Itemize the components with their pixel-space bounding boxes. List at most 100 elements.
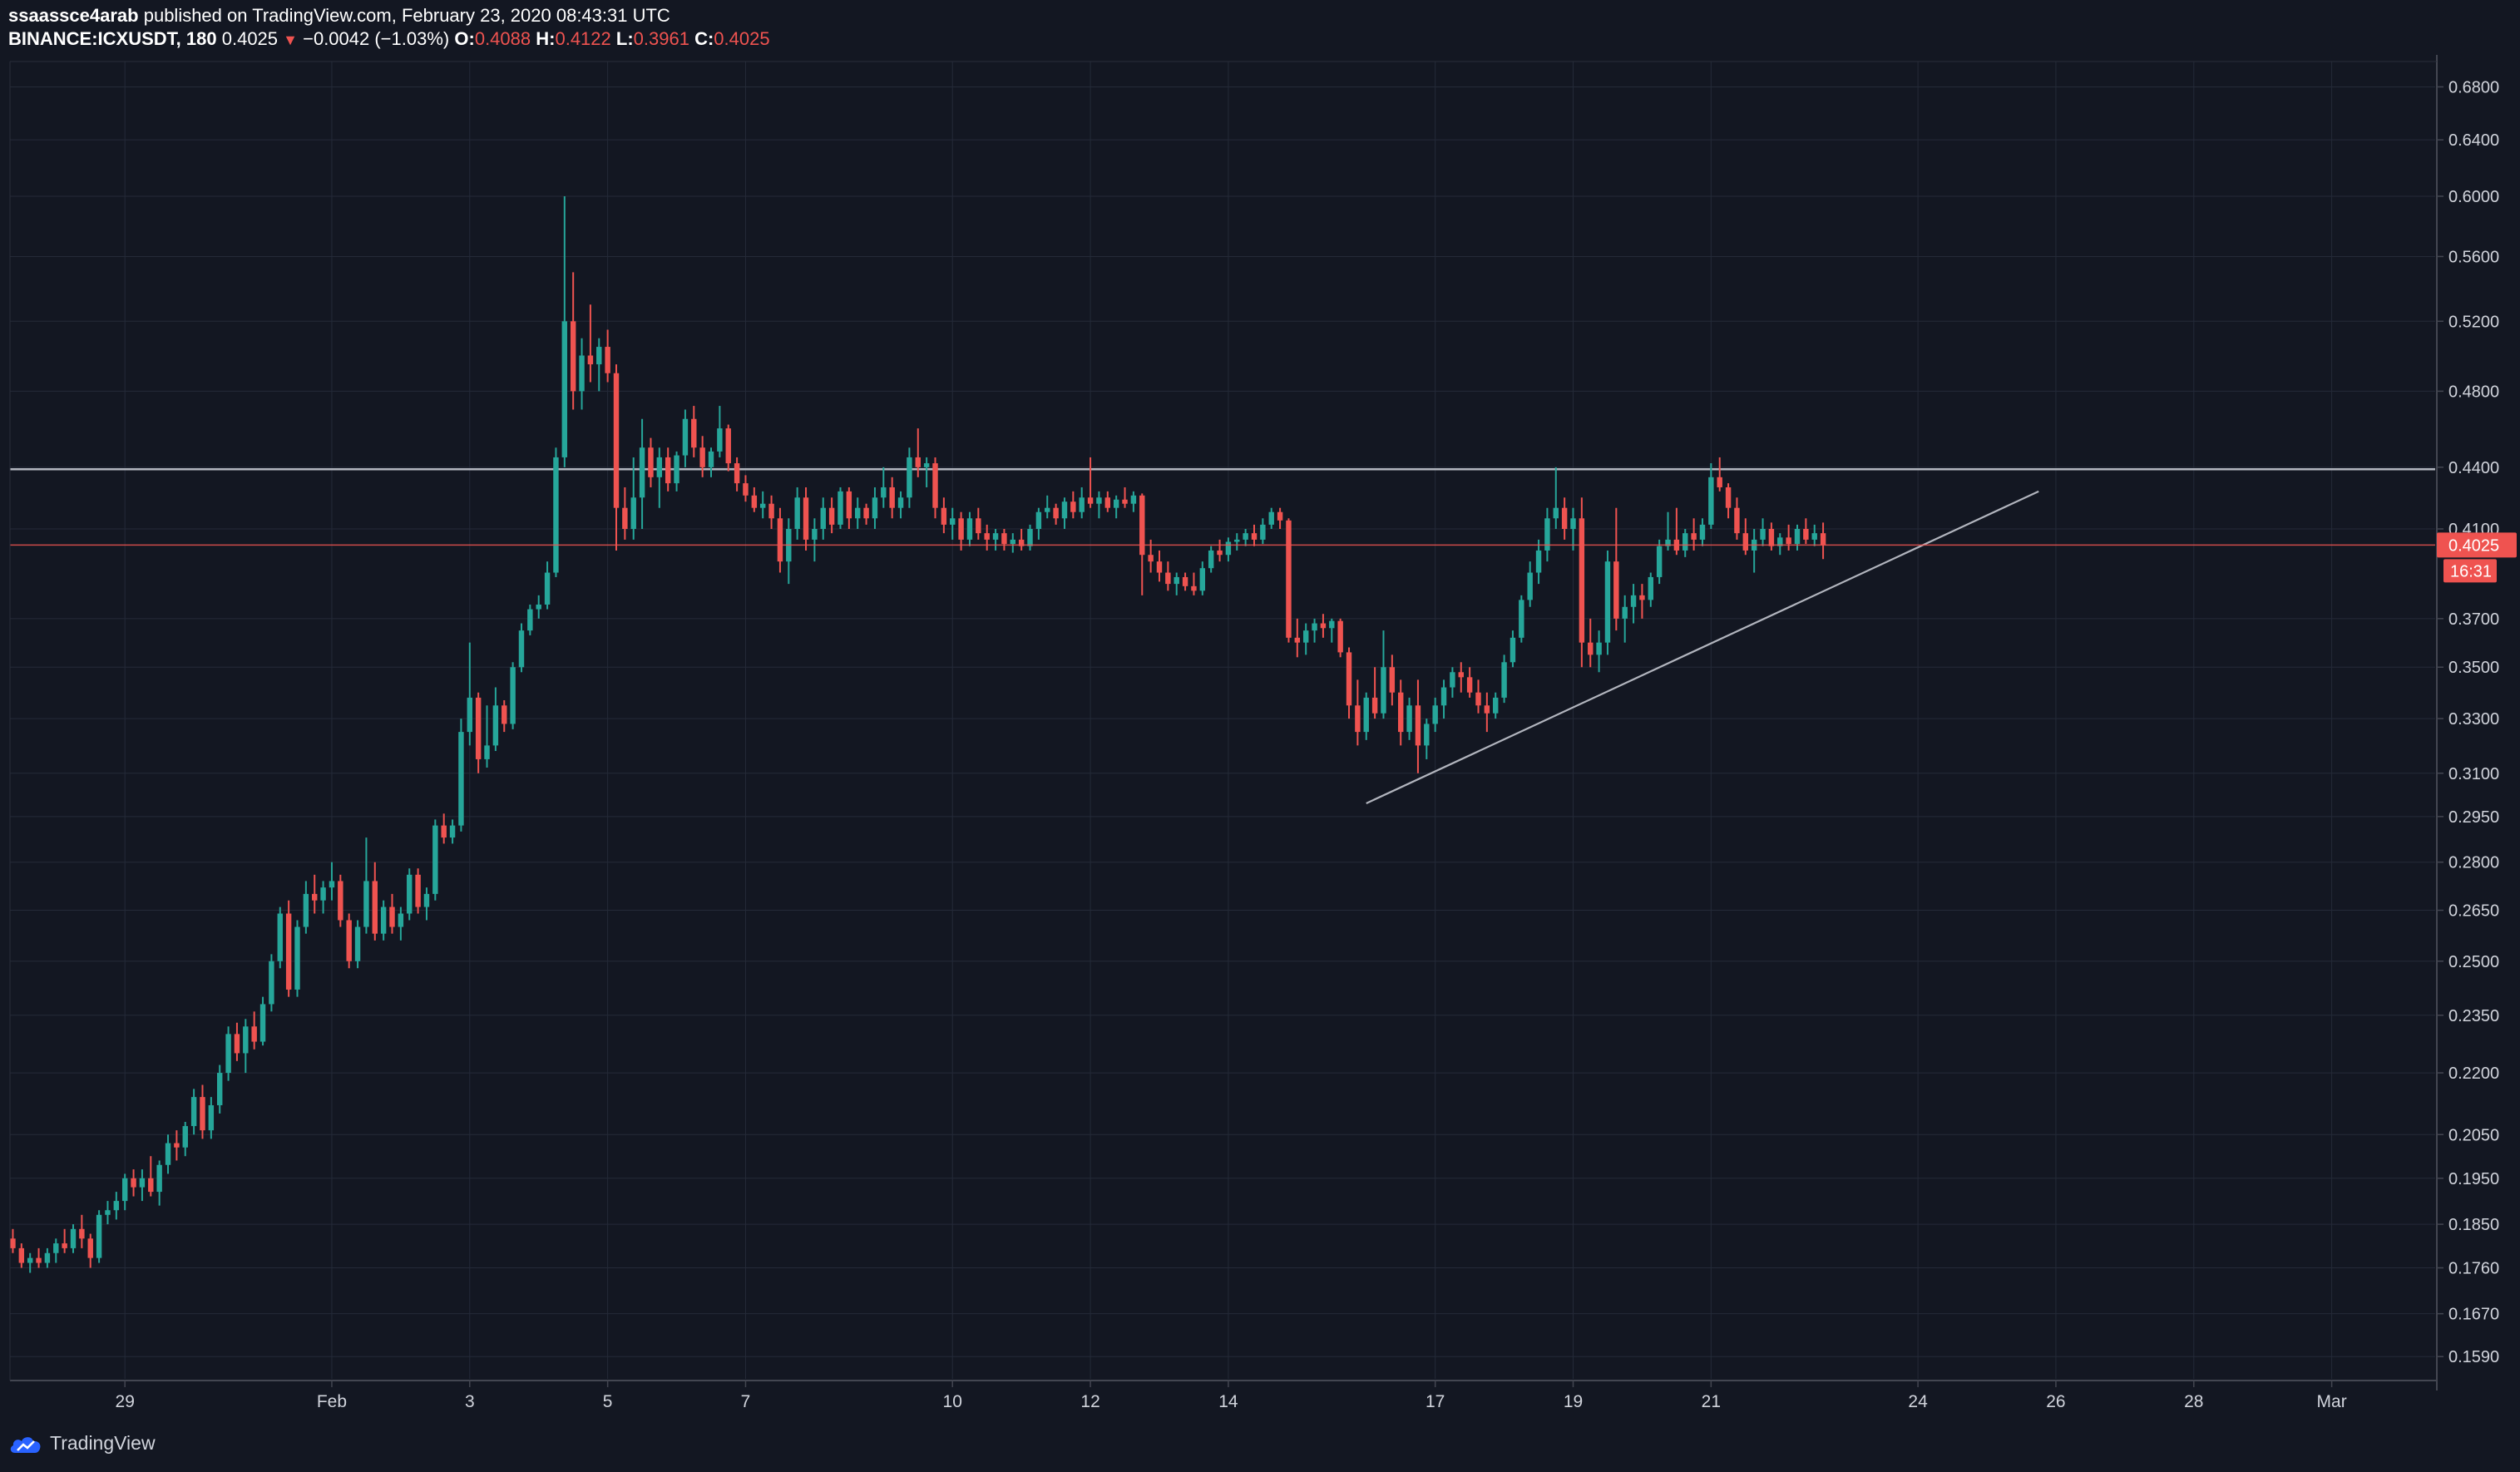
countdown-badge [2443, 559, 2497, 583]
published-text: published on TradingView.com, February 2… [143, 5, 670, 26]
candle-body [855, 507, 861, 519]
candle-body [950, 518, 956, 525]
candle-body [44, 1252, 51, 1263]
publisher-name[interactable]: ssaassce4arab [8, 5, 139, 26]
candle-body [1648, 576, 1654, 600]
candle-body [243, 1026, 249, 1054]
candle-body [682, 418, 689, 456]
candle-body [1312, 623, 1317, 631]
tradingview-logo[interactable]: TradingView [8, 1432, 156, 1455]
support-trendline[interactable] [1366, 490, 2039, 804]
candle-body [976, 518, 981, 534]
candle-body [1045, 507, 1050, 512]
candle-body [803, 497, 809, 540]
candle-body [121, 1178, 128, 1202]
candle-body [1639, 595, 1645, 600]
candle-body [484, 745, 490, 759]
candle-body [1665, 539, 1671, 546]
last-price-badge [2437, 532, 2517, 558]
candle-body [820, 507, 826, 530]
candle-body [1424, 724, 1430, 746]
candle-body [553, 457, 559, 573]
candle-body [1777, 537, 1783, 546]
candle-body [1363, 697, 1369, 733]
candle-body [717, 428, 723, 452]
price-tick-label: 0.1950 [2448, 1170, 2499, 1188]
candle-body [897, 497, 904, 508]
candle-body [958, 518, 964, 540]
candle-body [794, 497, 800, 530]
candle-body [648, 447, 654, 477]
candle-body [105, 1210, 111, 1215]
candle-body [174, 1143, 180, 1148]
candle-body [1466, 677, 1473, 693]
candle-body [1346, 652, 1352, 706]
candle-body [915, 457, 921, 467]
candle-body [613, 373, 620, 508]
candle-body [656, 457, 663, 477]
candle-body [536, 604, 541, 610]
candle-body [1027, 529, 1033, 546]
price-axis[interactable]: 0.6800 0.6400 0.6000 0.5600 0.5200 0.4800 0.44… [2437, 78, 2499, 1366]
candle-body [622, 507, 628, 530]
candle-body [1260, 524, 1266, 540]
time-tick-label: Mar [2317, 1392, 2347, 1411]
candle-body [1588, 642, 1594, 655]
candle-body [269, 961, 274, 1005]
candle-body [113, 1201, 120, 1211]
candle-body [1682, 533, 1688, 551]
candle-body [1001, 533, 1007, 545]
candle-body [1519, 600, 1524, 638]
symbol-label: BINANCE:ICXUSDT, 180 [8, 28, 217, 49]
down-triangle-icon: ▼ [283, 32, 298, 48]
price-tick-label: 0.6000 [2448, 188, 2499, 206]
price-chart[interactable]: 0.6800 0.6400 0.6000 0.5600 0.5200 0.4800 0.44… [0, 55, 2520, 1417]
candle-body [639, 447, 645, 498]
price-tick-label: 0.2050 [2448, 1126, 2499, 1144]
candle-body [1579, 518, 1585, 643]
close-value: 0.4025 [714, 28, 770, 49]
candle-body [156, 1164, 162, 1193]
candle-body [294, 926, 300, 990]
candle-body [303, 893, 309, 927]
chart-footer: TradingView [0, 1417, 2520, 1472]
candle-body [87, 1238, 93, 1258]
last-price-tag: 0.4025 16:31 [2437, 532, 2517, 583]
time-tick-label: 21 [1702, 1392, 1721, 1411]
candle-body [759, 503, 766, 508]
candle-body [1510, 637, 1516, 663]
candle-body [1768, 529, 1775, 546]
candle-body [966, 518, 973, 540]
candle-body [1053, 507, 1059, 519]
candle-body [846, 491, 852, 519]
price-tick-label: 0.1760 [2448, 1260, 2499, 1278]
candle-body [139, 1178, 146, 1188]
candle-body [1165, 572, 1171, 585]
time-tick-label: Feb [317, 1392, 347, 1411]
time-axis[interactable]: 29 Feb 3 5 7 10 12 14 17 19 21 24 26 28 Mar [116, 1381, 2347, 1411]
candle-body [1148, 555, 1154, 562]
candle-body [1199, 568, 1206, 591]
candle-body [1234, 539, 1240, 542]
trendline[interactable] [1366, 490, 2039, 804]
candle-body [148, 1178, 154, 1193]
candle-body [734, 463, 740, 484]
candle-body [407, 874, 413, 914]
candle-body [1604, 561, 1611, 643]
candle-body [1070, 501, 1076, 512]
candle-body [1397, 692, 1404, 733]
candle-body [1570, 518, 1576, 530]
candle-body [1596, 642, 1602, 655]
candle-body [1294, 637, 1301, 643]
candle-body [467, 697, 473, 733]
open-label: O: [454, 28, 475, 49]
candle-body [1130, 495, 1137, 504]
candle-body [1251, 533, 1258, 540]
price-tick-label: 0.4800 [2448, 383, 2499, 401]
candle-body [1010, 539, 1015, 545]
candle-body [320, 887, 326, 901]
candle-body [200, 1097, 205, 1131]
candle-body [1191, 585, 1197, 591]
candle-body [131, 1178, 136, 1188]
grid-lines [10, 62, 2435, 1379]
